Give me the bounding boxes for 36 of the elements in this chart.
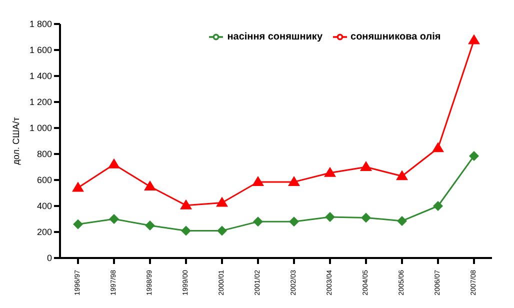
point — [325, 212, 335, 222]
point — [109, 214, 119, 224]
point — [108, 158, 120, 168]
point — [73, 219, 83, 230]
point — [253, 216, 263, 227]
y-tick-label: 0 — [46, 253, 52, 264]
y-tick-label: 1 400 — [29, 71, 52, 82]
point — [145, 220, 155, 230]
point — [324, 166, 336, 177]
point — [288, 176, 300, 186]
point — [144, 180, 156, 190]
y-tick-label: 1 800 — [29, 19, 52, 30]
point — [180, 199, 192, 210]
y-tick-label: 800 — [36, 149, 52, 160]
y-tick-label: 1 600 — [29, 45, 52, 56]
y-tick-label: 200 — [36, 227, 52, 238]
y-tick-label: 1 200 — [29, 97, 52, 108]
legend-label: насіння соняшнику — [227, 32, 323, 43]
point — [216, 196, 228, 207]
point — [361, 212, 371, 223]
point — [433, 201, 443, 211]
point — [252, 176, 264, 186]
point — [360, 161, 372, 171]
y-axis-title: дол. США/т — [11, 117, 22, 165]
point — [289, 216, 299, 227]
point — [469, 150, 479, 161]
point — [72, 182, 84, 192]
point — [432, 142, 444, 152]
y-tick-label: 600 — [36, 175, 52, 186]
y-tick-label: 400 — [36, 201, 52, 212]
y-tick-label: 1 000 — [29, 123, 52, 134]
point — [397, 216, 407, 226]
legend-label: соняшникова олія — [350, 32, 441, 43]
point — [217, 226, 227, 236]
point — [396, 170, 408, 180]
point — [181, 226, 191, 236]
